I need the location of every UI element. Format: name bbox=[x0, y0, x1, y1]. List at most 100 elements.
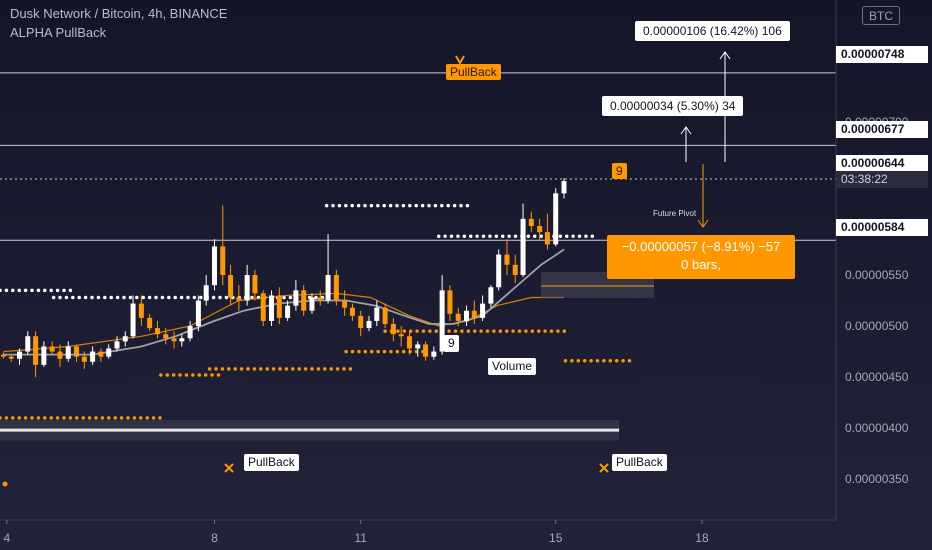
dotted-pivot-levels bbox=[0, 203, 636, 420]
candle-body bbox=[33, 336, 39, 365]
candle-body bbox=[106, 348, 112, 357]
candle-body bbox=[528, 218, 534, 226]
measure-label-long-mid: 0.00000034 (5.30%) 34 bbox=[602, 96, 744, 116]
candle bbox=[317, 290, 323, 306]
volume-tag: Volume bbox=[488, 358, 537, 375]
candle bbox=[154, 320, 160, 339]
support-band bbox=[0, 419, 620, 441]
measure-short-line2: 0 bars, bbox=[681, 257, 721, 272]
candle bbox=[203, 275, 209, 306]
candle bbox=[415, 341, 421, 357]
candle bbox=[504, 239, 510, 275]
candle-body bbox=[228, 275, 234, 298]
currency-button[interactable]: BTC bbox=[862, 6, 900, 25]
candle bbox=[269, 290, 275, 327]
candle-body bbox=[220, 246, 226, 275]
measure-label-short: −0.00000057 (−8.91%) −57 0 bars, bbox=[607, 235, 795, 279]
x-tick-label: 11 bbox=[354, 531, 367, 545]
candle bbox=[537, 218, 543, 240]
candle-body bbox=[65, 346, 71, 359]
candle bbox=[358, 310, 364, 337]
chart-title: Dusk Network / Bitcoin, 4h, BINANCE bbox=[10, 6, 228, 21]
candle bbox=[561, 178, 567, 199]
candle bbox=[301, 285, 307, 316]
candle-body bbox=[41, 346, 47, 365]
candle bbox=[16, 348, 22, 365]
candle bbox=[195, 295, 201, 332]
measure-arrowhead-short bbox=[697, 219, 709, 228]
stray-dot bbox=[2, 481, 8, 487]
candle bbox=[439, 275, 445, 355]
pullback-x-left bbox=[224, 463, 234, 473]
candle-body bbox=[431, 351, 437, 357]
candle bbox=[293, 280, 299, 311]
candle-body bbox=[464, 310, 470, 321]
candle-body bbox=[195, 300, 201, 327]
candle bbox=[90, 346, 96, 365]
candle-body bbox=[25, 336, 31, 352]
moving-averages bbox=[3, 248, 565, 356]
ma-line bbox=[3, 248, 565, 356]
candle-body bbox=[293, 290, 299, 306]
candle-body bbox=[342, 300, 348, 308]
candle-body bbox=[122, 336, 128, 342]
candle bbox=[114, 336, 120, 352]
candle bbox=[447, 285, 453, 321]
candle bbox=[349, 303, 355, 321]
candle bbox=[309, 293, 315, 314]
candle-body bbox=[301, 290, 307, 311]
candle bbox=[488, 285, 494, 308]
pullback-tag-top: PullBack bbox=[446, 64, 501, 80]
x-tick-label: 15 bbox=[549, 531, 563, 545]
candle-body bbox=[90, 351, 96, 362]
pullback-tag-bottom-right: PullBack bbox=[612, 454, 667, 471]
candle bbox=[512, 254, 518, 284]
candle-body bbox=[333, 275, 339, 301]
candle bbox=[25, 331, 31, 355]
y-tick-label: 0.00000400 bbox=[845, 421, 909, 435]
measure-arrowhead-long bbox=[719, 51, 731, 60]
future-pivot-label: Future Pivot bbox=[653, 209, 697, 218]
candle-body bbox=[179, 338, 185, 342]
candle bbox=[49, 341, 55, 355]
candle-body bbox=[561, 181, 567, 194]
candle-body bbox=[390, 324, 396, 335]
candle-body bbox=[49, 346, 55, 352]
pullback-marker-top bbox=[455, 55, 465, 66]
candle-body bbox=[349, 307, 355, 316]
candle bbox=[390, 317, 396, 342]
candle bbox=[81, 351, 87, 369]
candle-body bbox=[520, 218, 526, 275]
candle-body bbox=[187, 326, 193, 339]
candle bbox=[138, 295, 144, 327]
candle-body bbox=[276, 295, 282, 318]
candle bbox=[122, 331, 128, 347]
candle-body bbox=[317, 297, 323, 301]
candle-body bbox=[114, 341, 120, 349]
candle bbox=[471, 300, 477, 324]
candle bbox=[220, 205, 226, 286]
candle bbox=[406, 331, 412, 355]
candle-body bbox=[154, 328, 160, 335]
candle-body bbox=[269, 295, 275, 321]
candle bbox=[57, 344, 63, 367]
candle bbox=[464, 305, 470, 327]
candle-body bbox=[236, 297, 242, 301]
candle bbox=[528, 211, 534, 233]
candle-body bbox=[147, 317, 153, 329]
candle bbox=[244, 264, 250, 306]
y-tick-label: 0.00000500 bbox=[845, 319, 909, 333]
candle-body bbox=[171, 338, 177, 342]
candle bbox=[187, 320, 193, 342]
candle bbox=[553, 188, 559, 247]
candle-body bbox=[252, 275, 258, 294]
candle bbox=[8, 354, 14, 362]
candle bbox=[211, 239, 217, 291]
countdown-tag: 03:38:22 bbox=[836, 171, 928, 188]
indicator-name: ALPHA PullBack bbox=[10, 25, 107, 40]
candle-body bbox=[81, 356, 87, 362]
candle bbox=[480, 295, 486, 321]
candle bbox=[260, 290, 266, 327]
